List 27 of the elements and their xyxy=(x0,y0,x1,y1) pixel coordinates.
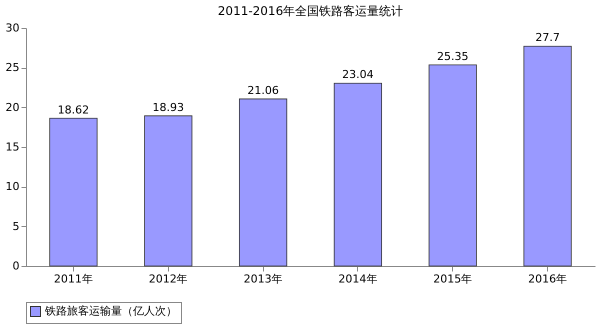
legend-label: 铁路旅客运输量（亿人次） xyxy=(44,304,177,318)
bar xyxy=(428,64,477,266)
bar xyxy=(523,46,572,266)
x-tick-label: 2012年 xyxy=(148,272,188,286)
x-tick-label: 2014年 xyxy=(338,272,378,286)
y-tick-label: 10 xyxy=(6,180,20,194)
data-label: 18.62 xyxy=(58,103,90,116)
data-label: 23.04 xyxy=(342,68,374,82)
data-label: 27.7 xyxy=(535,31,560,44)
bar xyxy=(238,98,288,266)
x-tick-label: 2015年 xyxy=(433,272,472,286)
bar xyxy=(49,118,98,266)
x-tick-label: 2011年 xyxy=(54,272,93,286)
y-tick-label: 30 xyxy=(6,22,20,34)
data-label: 18.93 xyxy=(152,100,184,114)
x-tick-label: 2016年 xyxy=(528,272,568,286)
chart-title: 2011-2016年全国铁路客运量统计 xyxy=(218,4,404,18)
y-tick-label: 0 xyxy=(12,260,20,272)
data-label: 25.35 xyxy=(437,50,468,63)
x-tick-label: 2013年 xyxy=(244,272,283,286)
bar xyxy=(144,115,192,266)
y-tick-label: 15 xyxy=(6,140,20,154)
bar xyxy=(334,82,382,266)
data-label: 21.06 xyxy=(247,84,279,97)
y-tick-label: 20 xyxy=(6,100,20,114)
y-tick-label: 25 xyxy=(6,61,20,74)
y-tick-label: 5 xyxy=(12,220,20,233)
